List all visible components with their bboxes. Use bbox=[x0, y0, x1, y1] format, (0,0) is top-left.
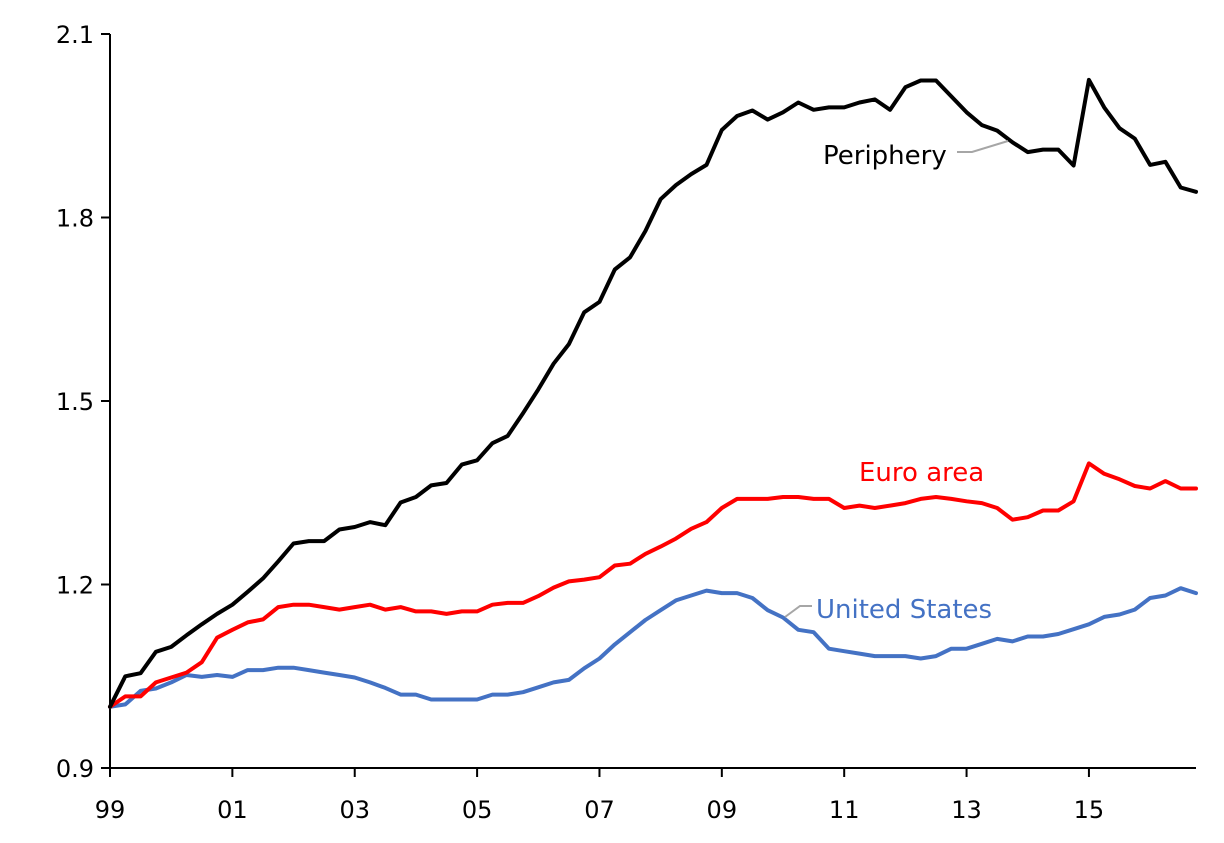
x-tick-label: 09 bbox=[707, 796, 738, 824]
y-tick-label: 2.1 bbox=[56, 21, 94, 49]
united-states-label: United States bbox=[816, 595, 992, 625]
series-labels: Periphery Euro area United States bbox=[784, 140, 1009, 625]
y-tick-label: 0.9 bbox=[56, 755, 94, 783]
y-axis-ticks: 0.9 1.2 1.5 1.8 2.1 bbox=[56, 21, 110, 783]
x-tick-label: 99 bbox=[95, 796, 126, 824]
united-states-series-line bbox=[108, 586, 1198, 709]
x-tick-label: 13 bbox=[951, 796, 982, 824]
periphery-label: Periphery bbox=[823, 141, 947, 171]
y-tick-label: 1.8 bbox=[56, 205, 94, 233]
x-axis-ticks: 99 01 03 05 07 09 11 13 15 bbox=[95, 768, 1104, 824]
euro-area-label: Euro area bbox=[859, 458, 984, 488]
x-tick-label: 03 bbox=[339, 796, 370, 824]
periphery-series-line bbox=[108, 77, 1198, 709]
y-tick-label: 1.2 bbox=[56, 572, 94, 600]
x-tick-label: 05 bbox=[462, 796, 493, 824]
periphery-leader-line bbox=[957, 140, 1009, 153]
x-tick-label: 07 bbox=[584, 796, 615, 824]
x-tick-label: 01 bbox=[217, 796, 248, 824]
euro-area-series-line bbox=[108, 461, 1198, 709]
series-layer bbox=[108, 77, 1198, 709]
x-tick-label: 15 bbox=[1074, 796, 1105, 824]
united-states-leader-line bbox=[784, 605, 812, 618]
x-tick-label: 11 bbox=[829, 796, 860, 824]
y-tick-label: 1.5 bbox=[56, 388, 94, 416]
axes bbox=[109, 34, 1196, 769]
